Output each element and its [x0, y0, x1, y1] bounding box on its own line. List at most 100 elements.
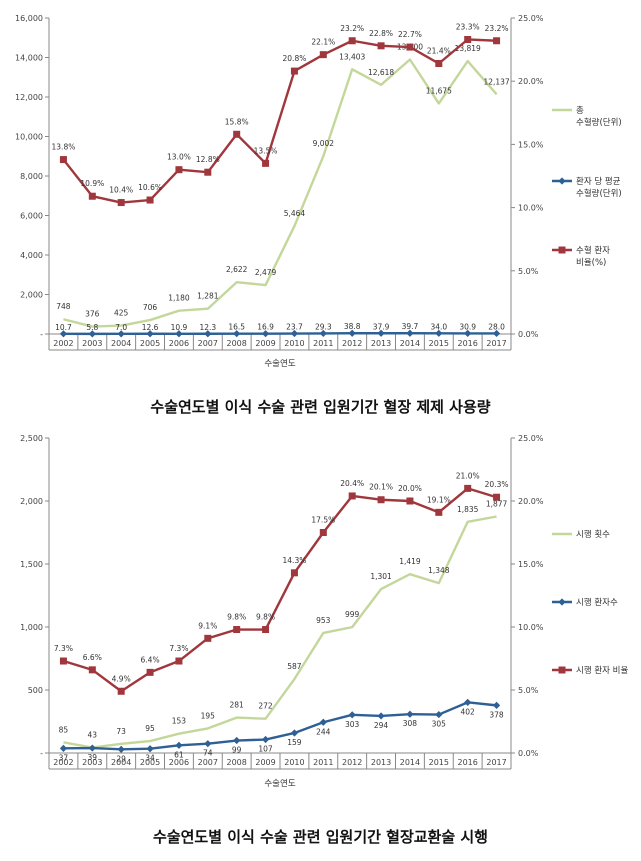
- y2-tick-label: 25.0%: [518, 434, 544, 443]
- data-point: [319, 329, 327, 338]
- data-label: 159: [287, 738, 302, 747]
- data-label: 1,877: [486, 499, 508, 508]
- data-label: 39.7: [402, 322, 419, 331]
- data-label: 1,180: [168, 294, 190, 303]
- x-tick-label: 2011: [313, 758, 333, 767]
- data-point: [59, 330, 68, 338]
- data-point: [88, 192, 96, 200]
- y2-tick-label: 15.0%: [518, 140, 544, 149]
- y2-tick-label: 20.0%: [518, 77, 544, 86]
- data-label: 12.3: [199, 323, 216, 332]
- legend-label: 수혈량(단위): [576, 188, 622, 199]
- x-tick-label: 2010: [284, 758, 304, 767]
- data-label: 95: [145, 724, 155, 733]
- data-point: [290, 67, 298, 75]
- data-label: 38.8: [344, 322, 361, 331]
- data-label: 17.5%: [311, 516, 335, 525]
- data-label: 13,403: [339, 52, 365, 61]
- legend-swatch-marker: [558, 177, 566, 185]
- chart-1-title: 수술연도별 이식 수술 관련 입원기간 혈장 제제 사용량: [150, 398, 491, 416]
- x-tick-label: 2016: [458, 758, 478, 767]
- data-label: 16.5: [228, 323, 245, 332]
- series-line: [63, 332, 497, 336]
- data-label: 14.3%: [283, 556, 307, 565]
- data-label: 12,618: [368, 68, 394, 77]
- data-point: [233, 626, 241, 634]
- data-point: [146, 196, 154, 204]
- data-point: [290, 329, 299, 338]
- data-label: 10.7: [55, 323, 72, 332]
- series-1: 85 43 73 95 153 195 281 272 587 953 999 1,301 1,419 1…: [59, 499, 508, 749]
- y-tick-label: 2,000: [20, 497, 43, 506]
- data-label: 13,819: [455, 44, 481, 53]
- x-axis-label: 수술연도: [264, 779, 295, 789]
- x-tick-label: 2017: [486, 758, 506, 767]
- data-label: 74: [203, 749, 213, 758]
- data-label: 376: [85, 310, 100, 319]
- data-point: [319, 529, 327, 536]
- data-label: 4.9%: [112, 674, 131, 683]
- data-label: 30.9: [459, 322, 476, 331]
- x-tick-label: 2003: [82, 758, 102, 767]
- legend-label: 수혈량(단위): [576, 117, 622, 128]
- y2-tick-label: 25.0%: [518, 14, 544, 23]
- y2-tick-label: 10.0%: [518, 204, 544, 213]
- series-line: [62, 38, 497, 204]
- y2-tick-label: 20.0%: [518, 497, 544, 506]
- data-label: 85: [59, 725, 69, 734]
- y-tick-label: 14,000: [15, 54, 43, 63]
- data-label: 73: [116, 727, 126, 736]
- data-label: 7.3%: [54, 644, 73, 653]
- data-point: [233, 130, 241, 138]
- data-point: [88, 744, 96, 752]
- data-label: 303: [345, 720, 360, 729]
- data-label: 37: [59, 753, 69, 762]
- data-label: 7.0: [115, 323, 127, 332]
- x-tick-label: 2015: [429, 339, 449, 348]
- data-label: 15.8%: [225, 117, 249, 126]
- data-label: 281: [230, 701, 245, 710]
- data-label: 425: [114, 309, 129, 318]
- data-point: [348, 711, 356, 719]
- data-point: [406, 710, 414, 718]
- x-tick-label: 2012: [342, 339, 362, 348]
- data-label: 953: [316, 616, 331, 625]
- data-label: 6.4%: [141, 655, 160, 664]
- data-point: [348, 492, 356, 500]
- data-label: 9.8%: [256, 613, 275, 622]
- data-label: 12,137: [483, 77, 509, 86]
- x-axis-label: 수술연도: [264, 359, 295, 369]
- series-line: [63, 58, 498, 328]
- y-tick-label: -: [40, 749, 43, 758]
- data-label: 11,675: [426, 86, 452, 95]
- data-point: [435, 710, 443, 719]
- y-tick-label: 2,500: [20, 434, 43, 443]
- data-label: 107: [258, 745, 273, 754]
- x-tick-label: 2015: [429, 758, 449, 767]
- data-label: 20.4%: [340, 479, 364, 488]
- x-tick-label: 2009: [255, 339, 275, 348]
- data-label: 16.9: [257, 323, 274, 332]
- data-label: 5,464: [284, 209, 306, 218]
- series-1: 748 376 425 706 1,180 1,281 2,622 2,479 5,464 9,0…: [56, 42, 510, 328]
- series-line: [63, 515, 497, 749]
- data-point: [377, 329, 385, 337]
- data-label: 20.3%: [485, 480, 509, 489]
- data-label: 999: [345, 610, 360, 619]
- data-label: 153: [172, 717, 187, 726]
- data-label: 305: [432, 720, 447, 729]
- x-tick-label: 2003: [82, 339, 102, 348]
- data-label: 21.4%: [427, 47, 451, 56]
- data-label: 13.8%: [52, 143, 76, 152]
- x-tick-label: 2004: [111, 758, 131, 767]
- x-tick-label: 2010: [284, 339, 304, 348]
- legend-item-2: 시행 환자수: [552, 597, 618, 608]
- data-label: 10.9: [171, 323, 188, 332]
- data-label: 13.5%: [254, 146, 278, 155]
- data-label: 1,301: [370, 572, 392, 581]
- data-label: 39: [88, 753, 98, 762]
- data-label: 1,281: [197, 292, 219, 301]
- data-point: [88, 330, 96, 338]
